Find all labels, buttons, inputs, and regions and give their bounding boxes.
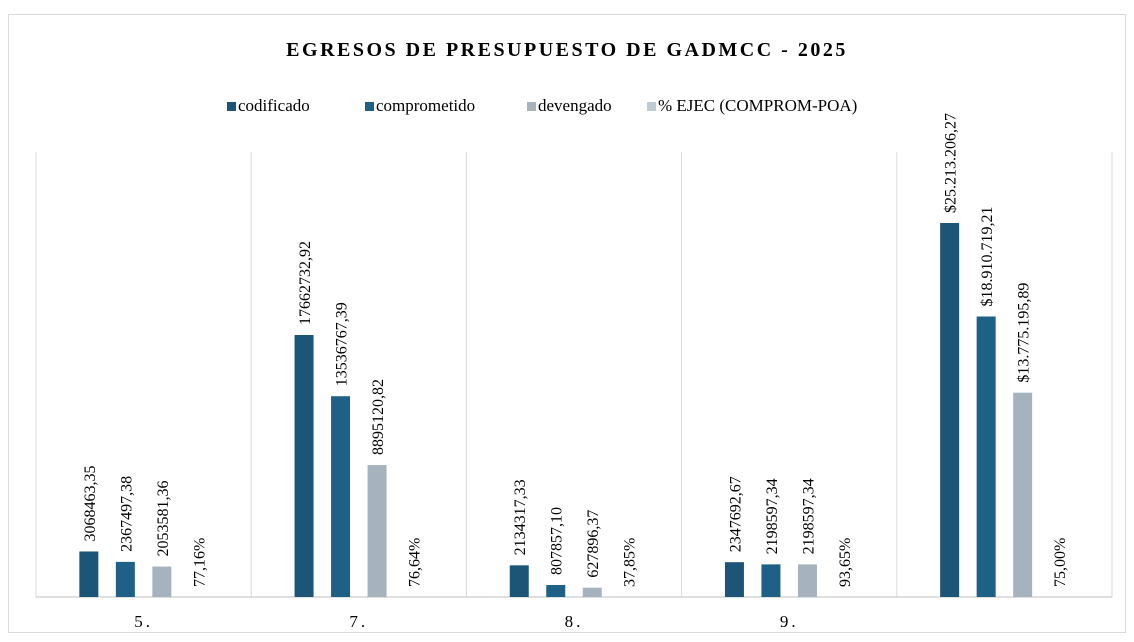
value-label: 8895120,82 <box>370 379 387 455</box>
value-label: 77,16% <box>191 538 208 587</box>
x-tick-label: 8. <box>565 612 584 631</box>
bar <box>331 396 351 597</box>
bar <box>546 585 566 597</box>
legend-swatch <box>365 102 374 111</box>
value-label: 17662732,92 <box>297 241 314 325</box>
bar <box>1013 392 1033 597</box>
legend-swatch <box>527 102 536 111</box>
value-label: 2367497,38 <box>118 476 135 552</box>
value-label: 76,64% <box>407 538 424 587</box>
bar <box>294 335 314 597</box>
value-label: 627896,37 <box>585 510 602 578</box>
bar <box>724 562 744 597</box>
legend-swatch <box>647 102 656 111</box>
legend-swatch <box>227 102 236 111</box>
value-label: 2198597,34 <box>800 478 817 554</box>
value-label: $13.775.195,89 <box>1016 283 1033 383</box>
bar <box>367 465 387 597</box>
value-label: 93,65% <box>837 538 854 587</box>
chart-title: EGRESOS DE PRESUPUESTO DE GADMCC - 2025 <box>286 39 848 61</box>
bar <box>509 565 529 597</box>
legend-label: comprometido <box>376 96 475 115</box>
value-label: 807857,10 <box>549 507 566 575</box>
bar <box>761 564 781 597</box>
value-label: 37,85% <box>622 538 639 587</box>
legend-label: % EJEC (COMPROM-POA) <box>658 96 857 115</box>
value-label: 2347692,67 <box>727 476 744 552</box>
value-label: 2053581,36 <box>155 481 172 557</box>
x-tick-label: 5. <box>134 612 153 631</box>
legend-label: codificado <box>238 96 310 115</box>
bar <box>797 564 817 597</box>
value-label: 3068463,35 <box>82 465 99 541</box>
bar <box>115 561 135 597</box>
bar <box>940 223 960 598</box>
value-label: $25.213.206,27 <box>943 113 960 213</box>
value-label: 2134317,33 <box>512 479 529 555</box>
chart-border <box>8 14 1126 633</box>
value-label: 13536767,39 <box>334 302 351 386</box>
bar <box>79 551 99 597</box>
bar <box>152 566 172 597</box>
value-label: 75,00% <box>1052 538 1069 587</box>
x-tick-label: 9. <box>780 612 799 631</box>
legend-label: devengado <box>538 96 612 115</box>
value-label: $18.910.719,21 <box>979 206 996 306</box>
bar <box>582 587 602 597</box>
x-tick-label: 7. <box>349 612 368 631</box>
value-label: 2198597,34 <box>764 478 781 554</box>
bar <box>976 316 996 597</box>
